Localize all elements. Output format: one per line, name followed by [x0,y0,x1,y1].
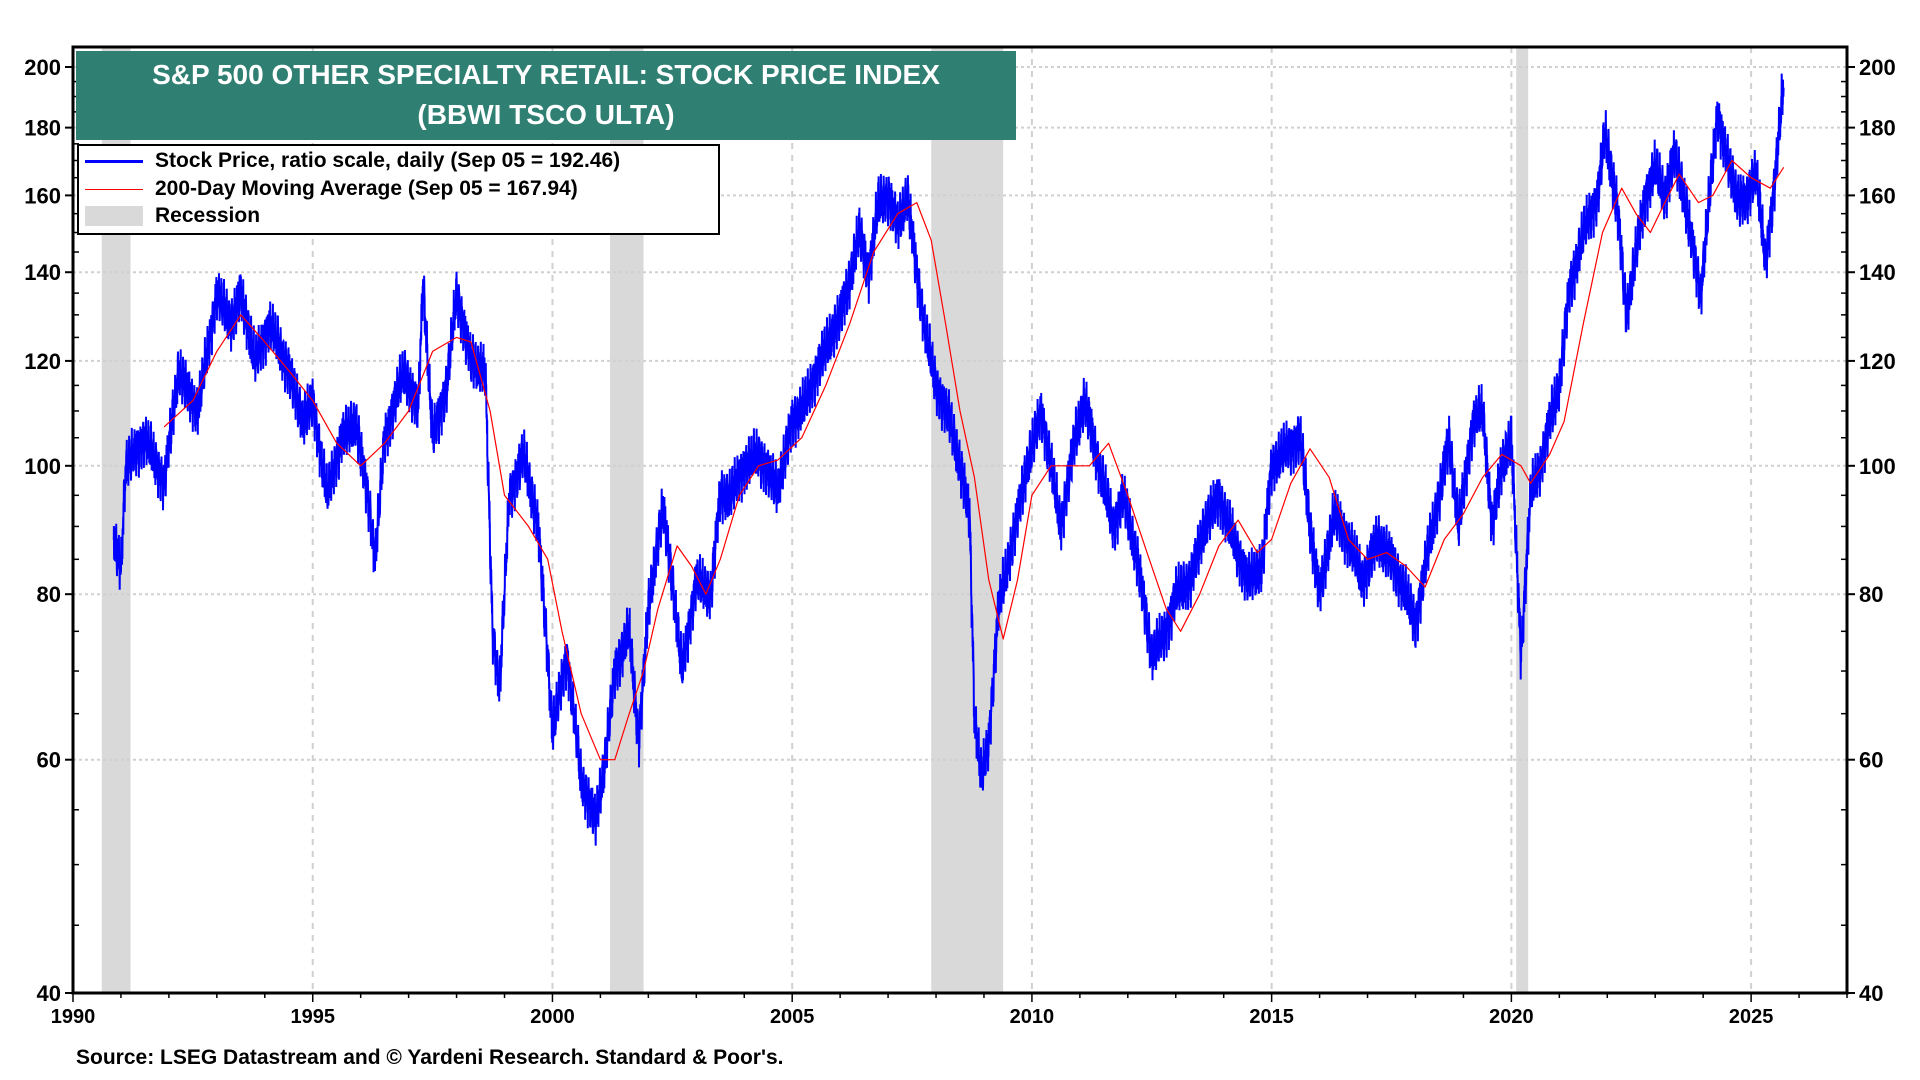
legend-label: 200-Day Moving Average (Sep 05 = 167.94) [155,177,578,200]
y-tick-label-right: 40 [1859,981,1883,1006]
legend-item-moving-average: 200-Day Moving Average (Sep 05 = 167.94) [85,176,578,202]
x-tick-label: 2005 [770,1006,815,1028]
legend-swatch-gray [85,206,143,226]
legend: Stock Price, ratio scale, daily (Sep 05 … [77,144,720,235]
y-tick-label-left: 140 [24,260,61,285]
legend-item-stock-price: Stock Price, ratio scale, daily (Sep 05 … [85,148,620,174]
x-tick-label: 1990 [51,1006,96,1028]
legend-swatch-red [85,188,143,190]
x-tick-label: 2025 [1729,1006,1774,1028]
chart-title-box: S&P 500 OTHER SPECIALTY RETAIL: STOCK PR… [76,51,1016,140]
chart-subtitle: (BBWI TSCO ULTA) [417,99,675,130]
legend-label: Recession [155,204,261,227]
y-tick-label-right: 120 [1859,349,1896,374]
x-tick-label: 2000 [530,1006,575,1028]
recession-band [931,47,1004,993]
x-tick-label: 1995 [290,1006,335,1028]
y-tick-label-left: 40 [37,981,61,1006]
y-tick-label-left: 200 [24,55,61,80]
stock-price-line [112,73,1785,846]
y-tick-label-left: 80 [37,582,61,607]
y-tick-label-left: 100 [24,454,61,479]
y-tick-label-right: 140 [1859,260,1896,285]
legend-swatch-blue [85,159,143,163]
x-tick-label: 2015 [1249,1006,1294,1028]
y-tick-label-right: 100 [1859,454,1896,479]
y-tick-label-left: 120 [24,349,61,374]
y-tick-label-right: 160 [1859,183,1896,208]
legend-item-recession: Recession [85,203,260,229]
y-tick-label-right: 80 [1859,582,1883,607]
y-tick-label-right: 200 [1859,55,1896,80]
y-tick-label-left: 160 [24,183,61,208]
y-tick-label-left: 60 [37,748,61,773]
source-note: Source: LSEG Datastream and © Yardeni Re… [76,1046,784,1069]
x-tick-label: 2010 [1010,1006,1055,1028]
plot-frame [71,45,1849,995]
chart-title: S&P 500 OTHER SPECIALTY RETAIL: STOCK PR… [152,59,940,90]
moving-average-line [163,159,1785,761]
y-tick-label-right: 60 [1859,748,1883,773]
y-tick-label-right: 180 [1859,116,1896,141]
recession-band [1516,47,1529,993]
legend-label: Stock Price, ratio scale, daily (Sep 05 … [155,149,621,172]
x-tick-label: 2020 [1489,1006,1534,1028]
y-tick-label-left: 180 [24,116,61,141]
